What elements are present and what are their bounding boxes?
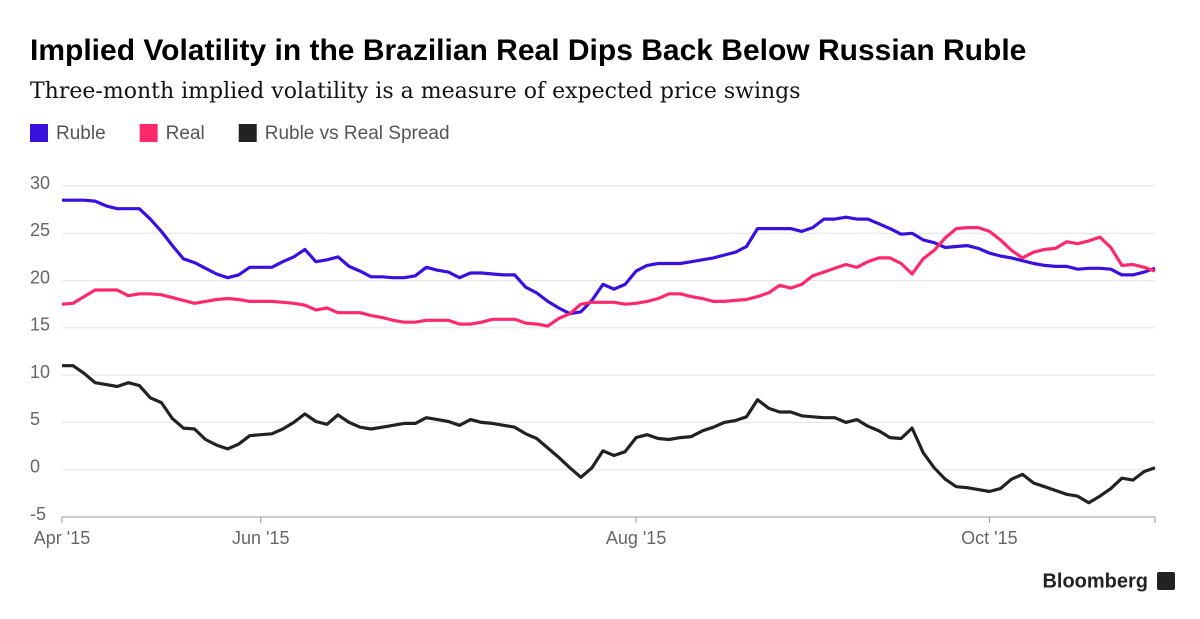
y-tick-label: 0: [30, 456, 40, 476]
y-tick-label: 10: [30, 362, 50, 382]
series-line: [62, 198, 1156, 316]
chart-title: Implied Volatility in the Brazilian Real…: [30, 34, 1026, 67]
legend-swatch: [30, 124, 48, 142]
series-line: [61, 226, 1156, 328]
y-tick-label: 25: [30, 220, 50, 240]
x-tick-label: Apr '15: [34, 528, 90, 548]
legend-swatch: [238, 124, 257, 142]
x-tick-label: Aug '15: [606, 528, 667, 548]
y-tick-label: 30: [30, 173, 50, 193]
legend-label: Real: [166, 123, 205, 144]
logo: [1157, 572, 1175, 590]
legend-label: Ruble: [56, 123, 106, 144]
series-line: [62, 364, 1156, 505]
x-tick-label: Oct '15: [961, 528, 1017, 548]
y-tick-label: 20: [30, 267, 50, 287]
x-tick-label: Jun '15: [232, 528, 289, 548]
legend-swatch: [139, 124, 158, 142]
source: Bloomberg: [1042, 570, 1148, 592]
legend-label: Ruble vs Real Spread: [265, 123, 450, 144]
y-tick-label: 15: [30, 315, 50, 335]
y-tick-label: -5: [30, 504, 46, 524]
y-tick-label: 5: [30, 409, 40, 429]
chart-subtitle: Three-month implied volatility is a meas…: [30, 79, 801, 104]
